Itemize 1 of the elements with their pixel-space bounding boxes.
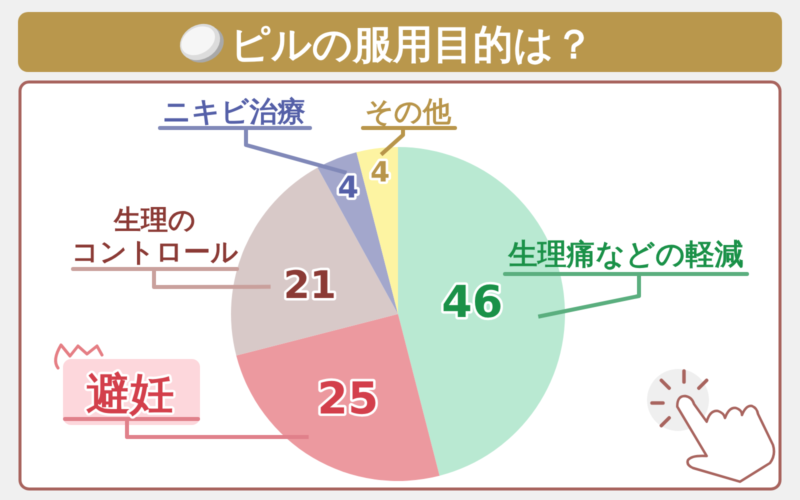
chart-title: ピルの服用目的は？: [230, 22, 594, 68]
